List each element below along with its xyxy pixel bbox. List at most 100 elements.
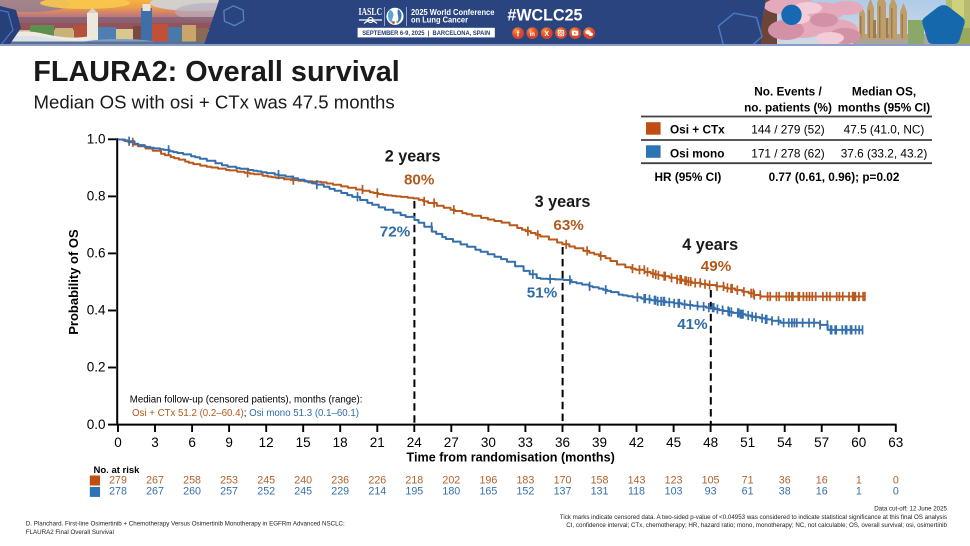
svg-text:171 / 278 (62): 171 / 278 (62)	[751, 146, 825, 160]
svg-text:278: 278	[109, 486, 127, 498]
svg-text:196: 196	[479, 475, 497, 487]
svg-text:Median follow-up (censored pat: Median follow-up (censored patients), mo…	[130, 395, 363, 406]
svg-text:No. Events /: No. Events /	[754, 84, 822, 98]
svg-text:131: 131	[591, 486, 609, 498]
svg-text:15: 15	[296, 435, 311, 450]
svg-text:41%: 41%	[677, 316, 708, 333]
svg-text:72%: 72%	[380, 223, 411, 240]
svg-text:0.2: 0.2	[87, 360, 106, 375]
svg-text:0.8: 0.8	[87, 189, 106, 204]
svg-text:245: 245	[294, 486, 312, 498]
svg-text:D. Planchard. First-line Osime: D. Planchard. First-line Osimertinib + C…	[26, 521, 345, 528]
svg-text:267: 267	[146, 475, 164, 487]
svg-text:39: 39	[592, 435, 607, 450]
svg-text:48: 48	[703, 435, 718, 450]
svg-text:144 / 279 (52): 144 / 279 (52)	[751, 123, 825, 137]
svg-text:236: 236	[331, 475, 349, 487]
svg-text:252: 252	[257, 486, 275, 498]
svg-text:258: 258	[183, 475, 201, 487]
svg-text:1: 1	[856, 475, 862, 487]
svg-text:49%: 49%	[701, 258, 732, 275]
svg-text:0.77 (0.61, 0.96); p=0.02: 0.77 (0.61, 0.96); p=0.02	[769, 170, 900, 184]
svg-text:12: 12	[259, 435, 274, 450]
svg-text:137: 137	[554, 486, 572, 498]
svg-text:30: 30	[481, 435, 496, 450]
svg-text:Osi + CTx 51.2 (0.2–60.4); Osi: Osi + CTx 51.2 (0.2–60.4); Osi mono 51.3…	[132, 408, 359, 419]
svg-text:1.0: 1.0	[87, 132, 106, 147]
svg-text:24: 24	[407, 435, 423, 450]
svg-text:143: 143	[628, 475, 646, 487]
svg-text:170: 170	[554, 475, 572, 487]
svg-text:1: 1	[856, 486, 862, 498]
svg-text:f: f	[517, 29, 520, 38]
svg-text:no. patients (%): no. patients (%)	[744, 101, 832, 115]
svg-text:218: 218	[405, 475, 423, 487]
svg-text:in: in	[530, 32, 536, 38]
svg-text:63%: 63%	[553, 217, 584, 234]
svg-text:months (95% CI): months (95% CI)	[838, 101, 930, 115]
svg-text:2 years: 2 years	[385, 148, 441, 166]
svg-text:240: 240	[294, 475, 312, 487]
svg-text:253: 253	[220, 475, 238, 487]
svg-text:245: 245	[257, 475, 275, 487]
svg-text:118: 118	[628, 486, 645, 498]
svg-text:0.0: 0.0	[87, 417, 106, 432]
svg-text:3 years: 3 years	[535, 193, 591, 211]
svg-text:2025 World Conference: 2025 World Conference	[411, 7, 495, 17]
svg-text:HR (95% CI): HR (95% CI)	[655, 170, 722, 184]
svg-text:4 years: 4 years	[682, 236, 738, 254]
svg-text:267: 267	[146, 486, 164, 498]
svg-text:54: 54	[777, 435, 793, 450]
svg-text:21: 21	[370, 435, 385, 450]
svg-text:60: 60	[851, 435, 866, 450]
svg-text:0: 0	[114, 435, 122, 450]
svg-text:226: 226	[368, 475, 386, 487]
svg-text:18: 18	[333, 435, 348, 450]
svg-text:63: 63	[888, 435, 903, 450]
svg-text:257: 257	[220, 486, 238, 498]
svg-text:Probability of OS: Probability of OS	[66, 229, 81, 335]
svg-text:61: 61	[742, 486, 754, 498]
svg-text:47.5 (41.0, NC): 47.5 (41.0, NC)	[844, 123, 925, 137]
svg-text:0.6: 0.6	[87, 246, 106, 261]
svg-text:229: 229	[331, 486, 349, 498]
svg-text:3: 3	[151, 435, 159, 450]
svg-text:FLAURA2 Final Overall Survival: FLAURA2 Final Overall Survival	[26, 529, 114, 536]
svg-text:0: 0	[893, 475, 899, 487]
svg-text:16: 16	[816, 475, 828, 487]
svg-text:71: 71	[742, 475, 754, 487]
svg-text:#WCLC25: #WCLC25	[507, 7, 582, 25]
svg-text:42: 42	[629, 435, 644, 450]
svg-text:CI, confidence interval; CTx,: CI, confidence interval; CTx, chemothera…	[566, 522, 947, 529]
svg-text:214: 214	[368, 486, 386, 498]
svg-text:37.6 (33.2, 43.2): 37.6 (33.2, 43.2)	[841, 146, 928, 160]
svg-text:Median OS,: Median OS,	[852, 84, 916, 98]
svg-text:38: 38	[779, 486, 791, 498]
svg-text:57: 57	[814, 435, 829, 450]
svg-text:80%: 80%	[404, 172, 435, 189]
svg-text:Data cut-off: 12 June 2025: Data cut-off: 12 June 2025	[874, 505, 947, 512]
svg-text:180: 180	[442, 486, 460, 498]
svg-text:195: 195	[405, 486, 423, 498]
svg-text:No. at risk: No. at risk	[94, 465, 141, 476]
svg-text:36: 36	[779, 475, 791, 487]
svg-text:6: 6	[188, 435, 196, 450]
svg-text:165: 165	[479, 486, 497, 498]
svg-text:0: 0	[893, 486, 899, 498]
svg-text:0.4: 0.4	[87, 303, 106, 318]
svg-text:152: 152	[516, 486, 534, 498]
svg-text:260: 260	[183, 486, 201, 498]
svg-text:36: 36	[555, 435, 570, 450]
svg-text:103: 103	[665, 486, 683, 498]
svg-text:93: 93	[705, 486, 717, 498]
svg-text:105: 105	[702, 475, 720, 487]
svg-text:123: 123	[665, 475, 683, 487]
svg-text:Osi + CTx: Osi + CTx	[670, 123, 725, 137]
svg-text:279: 279	[109, 475, 127, 487]
svg-text:FLAURA2: Overall survival: FLAURA2: Overall survival	[33, 56, 400, 88]
svg-text:33: 33	[518, 435, 533, 450]
svg-text:on Lung Cancer: on Lung Cancer	[411, 15, 469, 25]
svg-text:SEPTEMBER 6-9, 2025 | BARCEL: SEPTEMBER 6-9, 2025 | BARCELONA, SPAIN	[362, 31, 490, 37]
svg-text:158: 158	[591, 475, 609, 487]
svg-text:45: 45	[666, 435, 681, 450]
